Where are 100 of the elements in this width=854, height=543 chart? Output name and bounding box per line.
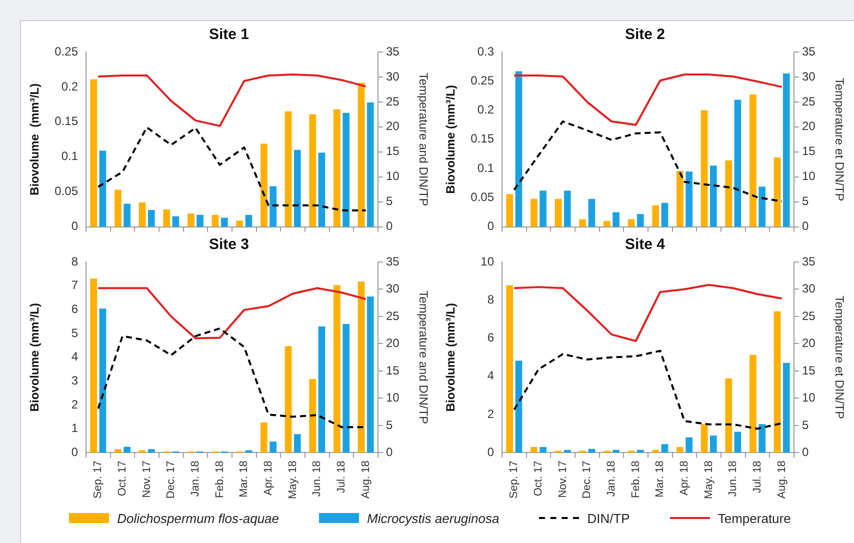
bar [725,160,732,227]
bar [245,214,252,227]
y-tick-label: 8 [487,292,494,306]
chart-title: Site 4 [624,236,666,254]
legend-label: Dolichospermum flos-aquae [117,510,280,526]
x-tick-label: Nov. 17 [556,460,569,498]
bar [604,220,610,227]
bar [734,100,742,227]
y2-tick-label: 20 [802,336,816,350]
bar [564,450,571,453]
y2-tick-label: 30 [802,282,816,296]
bar [114,190,122,227]
bar [294,150,301,227]
y2-tick-label: 15 [386,363,400,378]
y2-tick-label: 0 [386,219,393,234]
y2-tick-label: 15 [802,363,816,378]
y-tick-label: 2 [487,406,494,421]
y2-tick-label: 5 [386,418,393,432]
bar [700,424,708,453]
bar [725,378,732,453]
bar [564,190,571,227]
bar [342,324,350,453]
bar [758,424,766,453]
y-axis-title: Biovolume (mm³/L) [444,85,458,194]
line-series [97,126,367,212]
legend-label: Temperature [718,510,791,526]
chart-title: Site 2 [624,26,666,44]
y2-axis-title: Temperature and DIN/TP [416,290,430,424]
x-tick-label: Sep. 17 [92,460,104,499]
bar [220,218,228,227]
bar [99,150,106,227]
bar [148,210,155,227]
y-tick-label: 0.05 [54,184,78,198]
y-tick-label: 0.1 [61,149,78,164]
x-tick-label: Jan. 18 [606,460,618,497]
x-tick-label: Jun. 18 [727,460,740,497]
bar [99,308,106,453]
y-tick-label: 0 [487,219,494,234]
bar [260,144,268,227]
y2-axis-title: Temperature et DIN/TP [832,296,846,420]
y2-tick-label: 10 [802,390,816,405]
bar [309,114,316,227]
y2-tick-label: 10 [386,390,400,405]
bar [114,449,122,453]
bar [138,202,146,227]
bar [676,446,684,453]
y2-tick-label: 25 [386,308,400,323]
y-tick-label: 2 [71,397,78,412]
x-tick-label: May. 18 [286,460,299,499]
bar [774,157,781,227]
y2-tick-label: 15 [386,144,400,158]
y2-tick-label: 30 [386,69,400,84]
x-tick-label: Jan. 18 [190,460,202,497]
x-tick-label: Mar. 18 [238,460,250,498]
bar [710,166,717,227]
bar [782,74,790,227]
bar [318,326,326,453]
x-tick-label: Feb. 18 [630,460,642,498]
bar [652,205,660,227]
x-tick-label: Aug. 18 [360,460,372,499]
y2-axis-title: Temperature and DIN/TP [416,72,430,206]
y2-tick-label: 35 [802,254,816,268]
y2-tick-label: 35 [386,254,400,268]
bar [540,446,546,453]
bar [782,362,790,453]
y2-tick-label: 5 [802,194,809,208]
bar [612,450,620,453]
y2-tick-label: 25 [802,94,816,108]
bar [700,110,708,227]
bar [506,285,514,453]
bar [530,198,538,227]
x-tick-label: Dec. 17 [581,460,594,499]
y-tick-label: 3 [71,373,78,388]
y2-tick-label: 20 [386,119,400,134]
legend-label: Microcystis aeruginosa [367,510,500,526]
bar [124,446,130,453]
y-tick-label: 0.25 [470,73,494,88]
bar [686,171,692,227]
x-tick-label: Aug. 18 [776,460,788,499]
y-tick-label: 0 [71,219,78,234]
y-tick-label: 0 [71,445,78,459]
bar [588,198,596,227]
y-tick-label: 6 [487,330,494,345]
y-tick-label: 0.1 [477,160,494,175]
bar [188,214,194,227]
bar [734,432,742,453]
y-axis-title: Biovolume (mm³/L) [444,303,458,412]
bar [506,194,514,227]
bar [661,444,668,453]
y2-tick-label: 15 [802,144,816,158]
x-tick-label: Apr. 18 [262,460,275,496]
bar [236,220,244,227]
line-series [513,350,783,430]
bar [636,214,644,227]
bar [628,219,635,227]
bar [196,214,204,227]
y-tick-label: 4 [71,350,78,364]
y2-tick-label: 25 [802,308,816,323]
bar [270,186,276,227]
bar [366,296,374,453]
